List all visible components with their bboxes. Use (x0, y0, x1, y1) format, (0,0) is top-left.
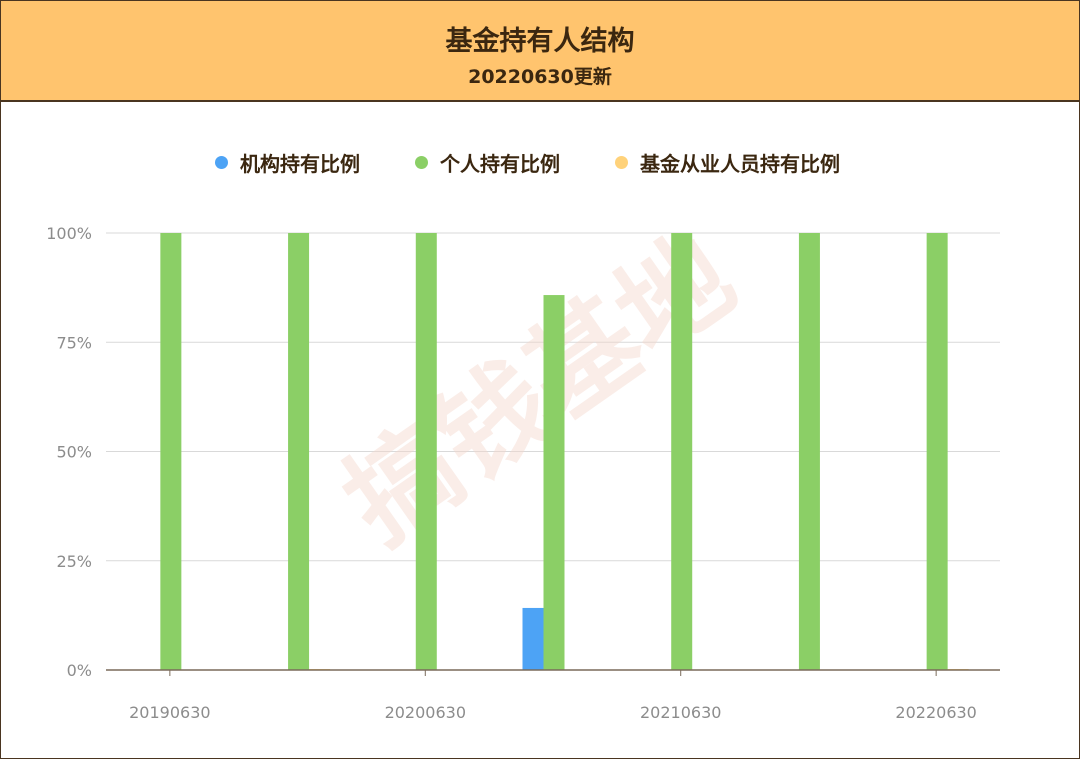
legend-marker (615, 156, 628, 169)
x-tick-label: 20190630 (129, 703, 210, 722)
legend-item-employee[interactable]: 基金从业人员持有比例 (615, 148, 840, 177)
bar-1-20191231 (288, 233, 310, 670)
chart-legend: 机构持有比例 个人持有比例 基金从业人员持有比例 (1, 148, 1079, 178)
watermark-text: 搞钱基地 (322, 211, 756, 568)
x-tick-label: 20200630 (385, 703, 466, 722)
y-tick-label: 75% (56, 333, 92, 352)
bar-1-20200630 (415, 233, 437, 670)
y-tick-label: 25% (56, 552, 92, 571)
chart-title: 基金持有人结构 (445, 26, 635, 57)
x-tick-label: 20210630 (640, 703, 721, 722)
bar-1-20220630 (926, 233, 948, 670)
y-tick-label: 50% (56, 443, 92, 462)
bar-2-20191231 (309, 669, 331, 670)
bar-1-20190630 (160, 233, 182, 670)
bar-1-20201231 (543, 295, 565, 670)
bar-0-20201231 (522, 607, 544, 670)
chart-header: 基金持有人结构 20220630更新 (1, 1, 1079, 102)
legend-label: 个人持有比例 (440, 152, 560, 176)
x-tick-label: 20220630 (895, 703, 976, 722)
legend-marker (215, 156, 228, 169)
bar-1-20210630 (671, 233, 693, 670)
legend-item-institutional[interactable]: 机构持有比例 (215, 148, 360, 177)
y-tick-label: 100% (46, 224, 92, 243)
legend-item-individual[interactable]: 个人持有比例 (415, 148, 560, 177)
legend-label: 机构持有比例 (240, 152, 360, 176)
bar-2-20220630 (947, 669, 969, 670)
chart-subtitle: 20220630更新 (468, 66, 612, 88)
bar-1-20211231 (798, 233, 820, 670)
y-tick-label: 0% (67, 661, 92, 680)
legend-label: 基金从业人员持有比例 (640, 152, 840, 176)
legend-marker (415, 156, 428, 169)
